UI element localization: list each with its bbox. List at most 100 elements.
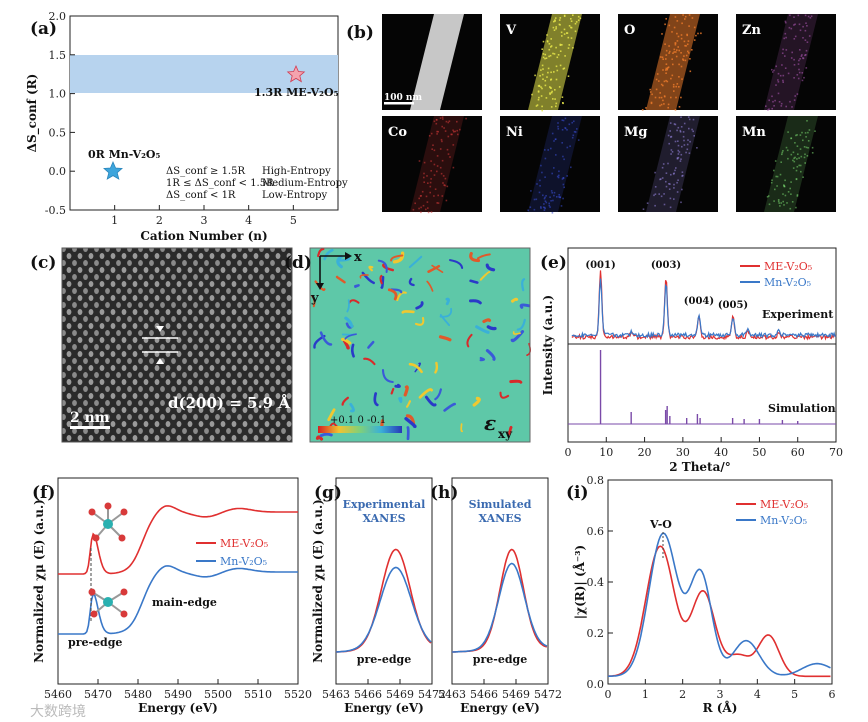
criterion-medium-class: Medium-Entropy [262, 178, 348, 189]
y-axis-arrow-icon [316, 283, 324, 290]
e-xtick-label: 20 [638, 446, 652, 459]
spacing-arrow-top-icon [156, 326, 164, 332]
xrd-peak-label: (001) [585, 260, 615, 271]
xrd-exp-mn-line [571, 278, 837, 340]
xtick-label: 5463 [322, 688, 350, 701]
eds-element-label: Zn [742, 23, 761, 38]
simulation-label: Simulation [768, 402, 836, 415]
panel-g-frame [335, 477, 433, 685]
panel-g: (g) Experimental XANES 5463 5466 5469 5472 … [311, 477, 446, 715]
eds-tile [382, 14, 482, 110]
axis-x-label: x [354, 250, 362, 265]
panel-i-x-label: R (Å) [703, 700, 738, 715]
panel-a-x-label: Cation Number (n) [140, 229, 267, 243]
legend-i-me: ME-V₂O₅ [760, 498, 808, 511]
eds-element-label: O [624, 23, 635, 38]
panel-b-label: (b) [346, 23, 374, 43]
a-ytick-label: -0.5 [45, 204, 66, 217]
xtick-label: 5472 [418, 688, 446, 701]
i-xtick-label: 5 [791, 688, 798, 701]
xtick-label: 5466 [470, 688, 498, 701]
eds-tile: Co [382, 116, 482, 214]
panel-i-y-label: |χ(R)| (Å⁻³) [572, 545, 587, 619]
legend-i-mn: Mn-V₂O₅ [760, 514, 807, 527]
panel-e-x-label: 2 Theta/° [669, 460, 731, 474]
panel-e-label: (e) [540, 253, 567, 273]
panel-g-x-label: Energy (eV) [344, 701, 424, 715]
watermark: 大数跨境 [30, 704, 86, 720]
eds-tile: Ni [500, 116, 600, 214]
panel-e-frame [567, 247, 837, 443]
panel-g-title-1: Experimental [343, 498, 426, 511]
panel-f-label: (f) [32, 483, 55, 503]
i-xtick-label: 2 [679, 688, 686, 701]
panel-h-title-1: Simulated [469, 498, 532, 511]
f-xtick-label: 5520 [284, 688, 312, 701]
eds-tile: O [618, 14, 718, 111]
panel-h-x-ticks: 5463 5466 5469 5472 [438, 679, 562, 701]
eds-tile: Mn [736, 116, 836, 212]
panel-b-scale-bar [384, 102, 414, 105]
i-xtick-label: 0 [605, 688, 612, 701]
panel-g-pre-edge: pre-edge [357, 653, 411, 666]
panel-i-y-ticks: 0.0 0.2 0.4 0.6 0.8 [587, 474, 613, 691]
eds-element-label: Mg [624, 125, 647, 140]
pre-edge-sim-me [452, 548, 548, 653]
panel-a-x-ticks: 1 2 3 4 5 [111, 205, 297, 227]
a-ytick-label: 0.0 [49, 165, 67, 178]
a-ytick-label: 1.5 [49, 49, 67, 62]
panel-i-label: (i) [566, 483, 589, 503]
panel-a-y-ticks: -0.5 0.0 0.5 1.0 1.5 2.0 [45, 10, 75, 217]
xanes-me-line [58, 505, 298, 575]
f-xtick-label: 5480 [124, 688, 152, 701]
hrtem-image [62, 248, 292, 442]
xtick-label: 5469 [502, 688, 530, 701]
criterion-low-cond: ΔS_conf < 1R [166, 190, 236, 201]
colorbar [318, 426, 402, 433]
eds-element-label: Co [388, 125, 407, 140]
criterion-high-cond: ΔS_conf ≥ 1.5R [166, 166, 245, 177]
d-spacing-label: d(200) = 5.9 Å [168, 394, 290, 412]
eds-tile: V [500, 14, 600, 112]
panel-f-series [58, 505, 298, 635]
xrd-peak-label: (003) [651, 260, 681, 271]
panel-a-y-label: ΔS_conf (R) [25, 74, 40, 153]
panel-i-x-ticks: 0 1 2 3 4 5 6 [605, 679, 836, 701]
i-ytick-label: 0.8 [587, 474, 605, 487]
pre-edge-annotation: pre-edge [68, 636, 122, 649]
a-xtick-label: 1 [111, 214, 118, 227]
strain-symbol: ε [484, 411, 496, 435]
panel-c-scale-label: 2 nm [70, 410, 110, 426]
e-xtick-label: 40 [714, 446, 728, 459]
strain-subscript: xy [498, 427, 513, 441]
panel-f-x-ticks: 5460 5470 5480 5490 5500 5510 5520 [44, 679, 312, 701]
legend-me: ME-V₂O₅ [764, 260, 812, 273]
panel-h-series [452, 548, 548, 653]
panel-e-x-ticks: 0 10 20 30 40 50 60 70 [565, 437, 843, 459]
e-xtick-label: 0 [565, 446, 572, 459]
strain-map [310, 248, 530, 442]
f-xtick-label: 5490 [164, 688, 192, 701]
a-xtick-label: 4 [245, 214, 252, 227]
panel-e-peak-labels: (001) (003) (004) (005) [585, 260, 748, 311]
point-star-me-v2o5 [286, 64, 306, 83]
i-ytick-label: 0.0 [587, 678, 605, 691]
exafs-mn-line [607, 532, 831, 678]
criterion-medium-cond: 1R ≤ ΔS_conf < 1.5R [166, 178, 274, 189]
panel-g-y-label: Normalized χμ (E) (a.u.) [311, 499, 325, 663]
panel-b-scale-label: 100 nm [384, 93, 422, 103]
pre-edge-exp-mn [335, 566, 432, 653]
i-ytick-label: 0.4 [587, 576, 605, 589]
i-xtick-label: 3 [717, 688, 724, 701]
panel-f: (f) 5460 5470 5480 5490 5500 5510 5520 Energy … [32, 477, 312, 715]
i-ytick-label: 0.2 [587, 627, 605, 640]
legend-f-mn: Mn-V₂O₅ [220, 555, 267, 568]
criterion-low-class: Low-Entropy [262, 190, 328, 201]
axis-y-label: y [310, 291, 319, 306]
xrd-peak-label: (004) [684, 296, 714, 307]
i-xtick-label: 1 [642, 688, 649, 701]
panel-f-x-label: Energy (eV) [138, 701, 218, 715]
panel-h-x-label: Energy (eV) [460, 701, 540, 715]
eds-element-label: Mn [742, 125, 766, 140]
